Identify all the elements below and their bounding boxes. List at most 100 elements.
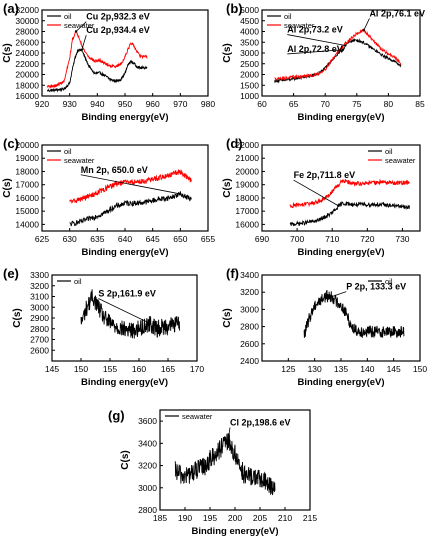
annotation-arrowhead [330, 295, 334, 298]
y-axis-label: C(s) [222, 178, 233, 197]
x-tick-label: 950 [118, 99, 132, 109]
chart-panel-d: (d) 690 700 710 720 730 16000 17000 18000 19000 20… [222, 136, 421, 258]
y-tick-label: 16000 [235, 219, 259, 229]
panel-label: (g) [108, 408, 125, 423]
x-tick-label: 625 [35, 234, 49, 244]
chart-panel-c: (c) 625 630 635 640 645 650 655 14000 15000 16000 1… [2, 136, 215, 258]
y-tick-label: 3000 [240, 304, 259, 314]
y-tick-label: 3600 [138, 416, 157, 426]
peak-annotation: P 2p, 133.3 eV [346, 282, 406, 292]
legend-entry-seawater: seawater [385, 156, 416, 165]
y-tick-label: 3500 [240, 37, 259, 47]
x-tick-label: 70 [320, 99, 330, 109]
x-tick-label: 690 [255, 234, 269, 244]
annotation-arrowhead [341, 48, 345, 51]
series-line-seawater [47, 29, 148, 90]
y-tick-label: 3200 [30, 281, 49, 291]
peak-annotation: S 2p,161.9 eV [98, 289, 156, 299]
x-tick-label: 140 [360, 364, 374, 374]
annotation-arrow [331, 291, 347, 297]
series-line-seawater [69, 169, 192, 204]
x-tick-label: 160 [132, 364, 146, 374]
series-line-oil [80, 289, 181, 339]
y-tick-label: 18000 [15, 80, 39, 90]
x-tick-label: 155 [103, 364, 117, 374]
y-tick-label: 2600 [240, 339, 259, 349]
annotation-arrowhead [148, 322, 152, 325]
y-tick-label: 3200 [138, 461, 157, 471]
x-tick-label: 85 [415, 99, 425, 109]
series-line-oil [289, 200, 410, 227]
legend-entry-seawater: seawater [284, 21, 315, 30]
y-axis-label: C(s) [2, 43, 13, 62]
legend-entry-seawater: seawater [64, 21, 95, 30]
y-tick-label: 2500 [240, 59, 259, 69]
y-tick-label: 2800 [30, 324, 49, 334]
panel-label: (e) [3, 266, 19, 281]
x-tick-label: 700 [290, 234, 304, 244]
x-tick-label: 920 [35, 99, 49, 109]
panel-label: (f) [226, 266, 239, 281]
panel-label: (a) [3, 1, 19, 16]
series-line-seawater [274, 27, 402, 81]
annotation-arrow [80, 174, 181, 195]
x-tick-label: 65 [289, 99, 299, 109]
legend-entry-oil: oil [64, 147, 72, 156]
series-line-oil [47, 48, 148, 93]
chart-panel-b: (b)60 65 70 75 80 851000150020002500300035004… [222, 1, 425, 123]
x-tick-label: 635 [90, 234, 104, 244]
x-tick-label: 960 [146, 99, 160, 109]
annotation-arrow [81, 34, 87, 50]
y-tick-label: 14000 [15, 219, 39, 229]
annotation-arrow [363, 18, 370, 31]
x-tick-label: 135 [334, 364, 348, 374]
y-tick-label: 3400 [240, 270, 259, 280]
legend-entry-oil: oil [64, 12, 72, 21]
y-tick-label: 2400 [240, 356, 259, 366]
y-axis-label: C(s) [222, 308, 233, 327]
y-tick-label: 22000 [235, 140, 259, 150]
annotation-arrowhead [344, 44, 347, 47]
peak-annotation: Al 2p,73.2 eV [287, 25, 343, 35]
x-tick-label: 645 [146, 234, 160, 244]
chart-panel-e: (e) 145 150 155 160 165 170 2600270028002900300… [3, 266, 204, 388]
panel-label: (d) [226, 136, 243, 151]
x-tick-label: 195 [203, 513, 217, 523]
y-tick-label: 2800 [138, 505, 157, 515]
x-tick-label: 940 [90, 99, 104, 109]
annotation-arrowhead [362, 29, 365, 32]
x-tick-label: 210 [278, 513, 292, 523]
x-tick-label: 130 [308, 364, 322, 374]
x-tick-label: 80 [384, 99, 394, 109]
y-tick-label: 4500 [240, 16, 259, 26]
y-tick-label: 26000 [15, 37, 39, 47]
legend-entry-oil: oil [385, 147, 393, 156]
x-tick-label: 650 [173, 234, 187, 244]
peak-annotation: Al 2p,72.8 eV [287, 44, 343, 54]
annotation-arrow [287, 34, 346, 46]
legend-entry-seawater: seawater [64, 156, 95, 165]
series-line-oil [69, 191, 192, 227]
y-tick-label: 3000 [240, 48, 259, 58]
legend-entry-oil: oil [385, 277, 393, 286]
y-tick-label: 28000 [15, 27, 39, 37]
chart-panel-a: (a)920 930 940 950 960 970 9801600018000200002… [2, 1, 215, 123]
x-axis-label: Binding energy(eV) [81, 112, 168, 123]
y-tick-label: 30000 [15, 16, 39, 26]
x-tick-label: 200 [228, 513, 242, 523]
x-axis-label: Binding energy(eV) [81, 377, 168, 388]
y-axis-label: C(s) [2, 178, 13, 197]
y-tick-label: 4000 [240, 27, 259, 37]
y-tick-label: 24000 [15, 48, 39, 58]
peak-annotation: Al 2p,76.1 eV [369, 8, 425, 18]
x-tick-label: 720 [360, 234, 374, 244]
y-tick-label: 5000 [240, 5, 259, 15]
y-tick-label: 3100 [30, 292, 49, 302]
y-tick-label: 22000 [15, 59, 39, 69]
y-tick-label: 1500 [240, 80, 259, 90]
panel-label: (c) [3, 136, 19, 151]
y-tick-label: 2600 [30, 345, 49, 355]
x-tick-label: 170 [190, 364, 204, 374]
